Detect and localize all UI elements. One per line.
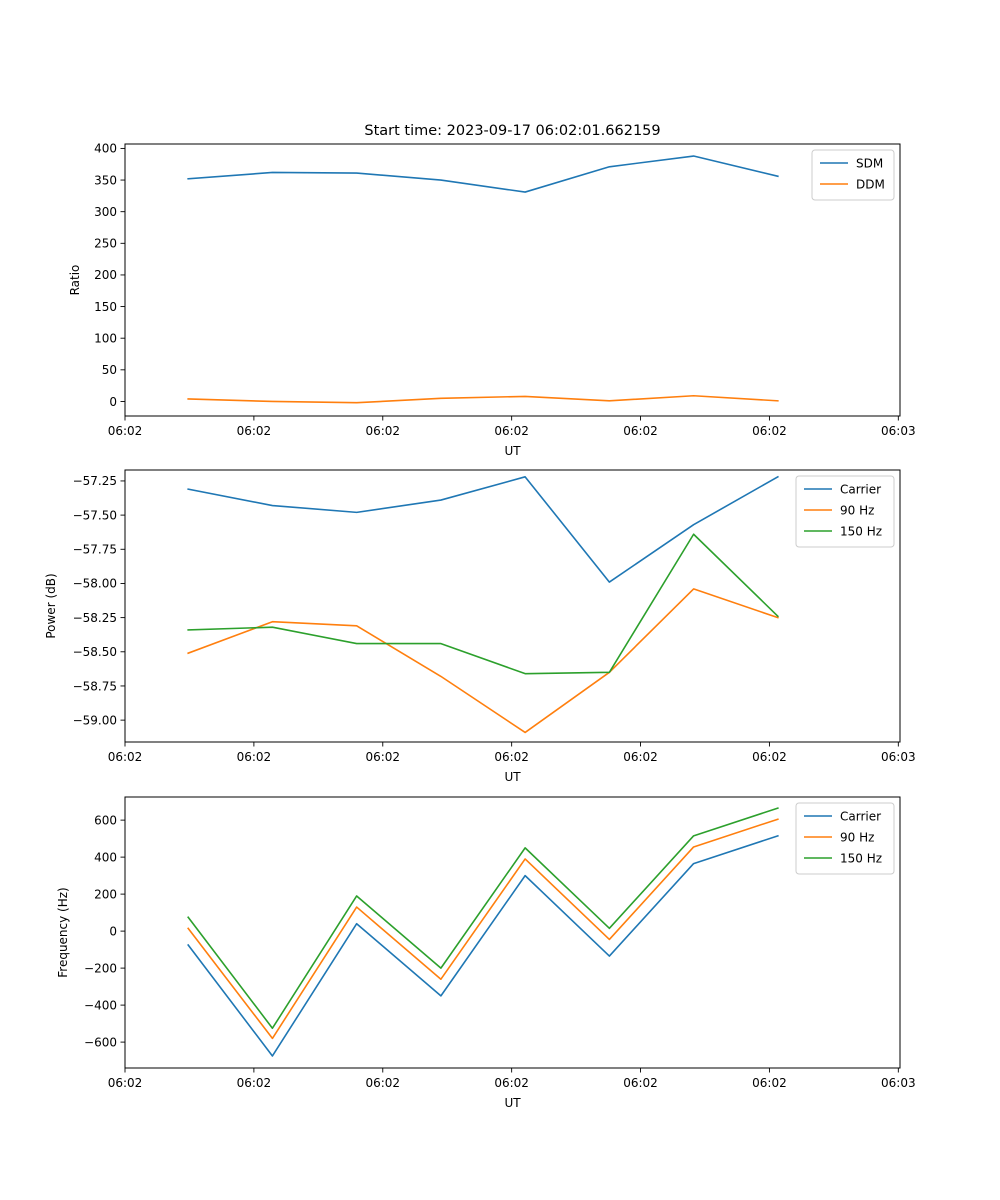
- legend-box: [795, 475, 895, 548]
- y-tick-label: 350: [94, 173, 117, 187]
- axes-frame: [124, 469, 901, 743]
- x-tick-label: 06:02: [237, 750, 272, 764]
- series-line-carrier: [187, 834, 779, 1057]
- plot-area: [187, 155, 779, 404]
- x-tick-label: 06:02: [494, 1076, 529, 1090]
- legend-label: Carrier: [840, 482, 881, 496]
- axes-frame: [124, 143, 901, 417]
- x-axis-label: UT: [504, 770, 521, 784]
- legend-label: 90 Hz: [840, 503, 874, 517]
- y-tick-label: −600: [84, 1035, 117, 1049]
- legend-label: Carrier: [840, 809, 881, 823]
- axes-frame: [124, 796, 901, 1069]
- subplot-2: 06:02 06:02 06:02 06:02 06:02 06:02 06:03 −59.0…: [44, 469, 916, 784]
- y-tick-label: 0: [109, 395, 117, 409]
- x-tick-label: 06:02: [237, 1076, 272, 1090]
- series-line-90-hz: [187, 818, 779, 1040]
- x-tick-label: 06:02: [752, 750, 787, 764]
- series-line-carrier: [187, 475, 779, 583]
- legend-label: 150 Hz: [840, 524, 882, 538]
- legend-label: 150 Hz: [840, 851, 882, 865]
- y-tick-label: 600: [94, 813, 117, 827]
- y-tick-label: −57.75: [73, 543, 117, 557]
- x-tick-label: 06:02: [108, 424, 143, 438]
- y-tick-label: −58.25: [73, 611, 117, 625]
- x-tick-label: 06:03: [881, 1076, 916, 1090]
- y-tick-label: −57.25: [73, 474, 117, 488]
- y-axis-label: Ratio: [68, 265, 82, 296]
- legend: Carrier 90 Hz 150 Hz: [795, 475, 895, 548]
- y-tick-label: 400: [94, 850, 117, 864]
- y-tick-label: 300: [94, 205, 117, 219]
- series-line-sdm: [187, 155, 779, 193]
- y-tick-label: −58.75: [73, 679, 117, 693]
- x-tick-label: 06:02: [365, 424, 400, 438]
- x-tick-label: 06:02: [494, 424, 529, 438]
- y-tick-label: 400: [94, 142, 117, 156]
- x-tick-label: 06:02: [623, 424, 658, 438]
- x-tick-label: 06:03: [881, 750, 916, 764]
- legend: SDM DDM: [811, 149, 895, 201]
- x-tick-label: 06:03: [881, 424, 916, 438]
- series-line-90-hz: [187, 588, 779, 734]
- y-tick-label: −400: [84, 998, 117, 1012]
- x-tick-label: 06:02: [108, 1076, 143, 1090]
- x-tick-label: 06:02: [108, 750, 143, 764]
- x-tick-label: 06:02: [365, 1076, 400, 1090]
- y-tick-label: 50: [102, 363, 117, 377]
- legend-label: 90 Hz: [840, 830, 874, 844]
- y-tick-label: 150: [94, 300, 117, 314]
- subplot-3: 06:02 06:02 06:02 06:02 06:02 06:02 06:03 −600 −…: [56, 796, 916, 1110]
- y-tick-label: −58.00: [73, 577, 117, 591]
- y-tick-label: 0: [109, 924, 117, 938]
- y-axis-label: Frequency (Hz): [56, 887, 70, 978]
- y-tick-label: 200: [94, 887, 117, 901]
- x-tick-label: 06:02: [623, 1076, 658, 1090]
- plot-area: [187, 475, 779, 734]
- y-tick-label: 100: [94, 331, 117, 345]
- subplot-1: Start time: 2023-09-17 06:02:01.662159 06…: [68, 123, 916, 458]
- y-tick-label: −200: [84, 961, 117, 975]
- y-tick-label: −58.50: [73, 645, 117, 659]
- x-tick-label: 06:02: [237, 424, 272, 438]
- y-tick-label: −57.50: [73, 508, 117, 522]
- x-tick-label: 06:02: [623, 750, 658, 764]
- y-axis-label: Power (dB): [44, 573, 58, 638]
- y-tick-label: −59.00: [73, 713, 117, 727]
- series-line-ddm: [187, 394, 779, 404]
- plot-area: [187, 807, 779, 1057]
- x-tick-label: 06:02: [752, 424, 787, 438]
- legend-label: DDM: [856, 177, 885, 191]
- legend-label: SDM: [856, 156, 883, 170]
- y-tick-label: 250: [94, 237, 117, 251]
- x-tick-label: 06:02: [365, 750, 400, 764]
- series-line-150-hz: [187, 533, 779, 675]
- series-line-150-hz: [187, 807, 779, 1030]
- legend: Carrier 90 Hz 150 Hz: [795, 802, 895, 875]
- y-tick-label: 200: [94, 268, 117, 282]
- legend-box: [795, 802, 895, 875]
- x-tick-label: 06:02: [494, 750, 529, 764]
- chart-title: Start time: 2023-09-17 06:02:01.662159: [364, 123, 660, 139]
- x-tick-label: 06:02: [752, 1076, 787, 1090]
- x-axis-label: UT: [504, 444, 521, 458]
- x-axis-label: UT: [504, 1096, 521, 1110]
